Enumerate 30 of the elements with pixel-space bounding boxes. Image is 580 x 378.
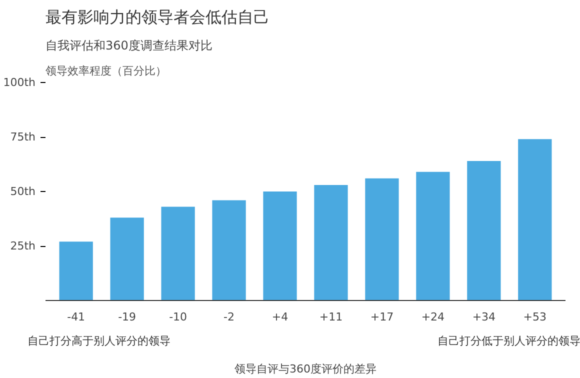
x-tick-label: +34 — [472, 310, 496, 324]
y-tick-label: 50th — [10, 185, 36, 198]
x-tick-label: -19 — [118, 310, 136, 324]
x-tick-label: +17 — [370, 310, 394, 324]
y-tick-label: 25th — [10, 240, 36, 252]
bar — [263, 192, 297, 300]
x-axis-title: 领导自评与360度评价的差异 — [234, 362, 376, 376]
x-tick-label: +4 — [272, 310, 288, 324]
chart-subtitle: 自我评估和360度调查结果对比 — [46, 38, 212, 52]
bar — [518, 139, 552, 300]
x-tick-label: +11 — [319, 310, 343, 324]
bar — [365, 178, 399, 300]
bar — [467, 160, 501, 300]
bar — [314, 184, 348, 300]
bar — [416, 172, 450, 300]
text: 自己打分高于别人评分的领导 — [28, 334, 171, 348]
bar — [59, 242, 93, 300]
bar — [110, 218, 144, 300]
bar — [212, 200, 246, 300]
y-axis-title: 领导效率程度（百分比） — [46, 64, 166, 78]
x-tick-label: -2 — [224, 310, 235, 324]
y-tick-label: 100th — [3, 76, 36, 89]
x-tick-label: +24 — [421, 310, 445, 324]
x-tick-label: +53 — [523, 310, 547, 324]
chart-title: 最有影响力的领导者会低估自己 — [46, 8, 270, 26]
x-tick-label: -41 — [67, 310, 86, 324]
bar — [161, 206, 195, 300]
x-tick-label: -10 — [169, 310, 188, 324]
y-tick-label: 75th — [10, 130, 36, 144]
text: 自己打分低于别人评分的领导 — [438, 334, 580, 348]
